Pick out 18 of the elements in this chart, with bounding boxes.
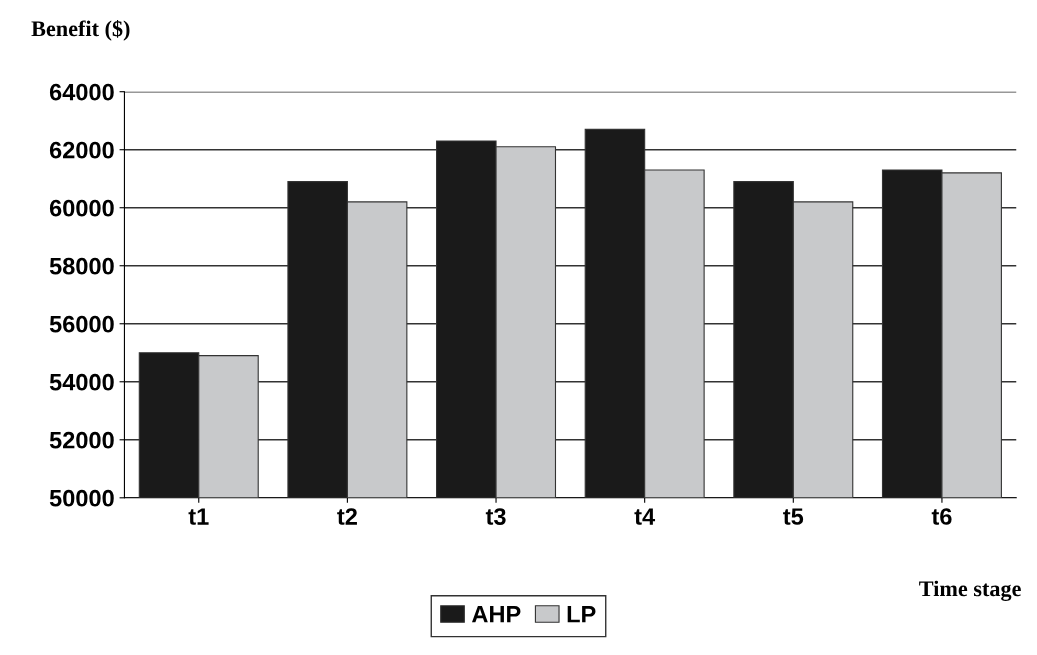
legend-label: AHP [471, 606, 521, 623]
x-axis-title: Time stage [919, 580, 1021, 601]
x-tick-label: t3 [485, 508, 506, 525]
x-tick-label: t4 [634, 508, 656, 525]
y-tick-label: 62000 [49, 141, 114, 159]
y-tick-label: 56000 [49, 315, 114, 333]
x-tick-label: t6 [931, 508, 952, 525]
x-tick-label: t2 [337, 508, 357, 525]
x-tick-label: t5 [783, 508, 804, 525]
y-tick-label: 54000 [49, 373, 114, 391]
y-tick-label: 64000 [49, 83, 114, 101]
y-axis-title: Benefit ($) [31, 19, 130, 41]
y-tick-label: 52000 [49, 431, 114, 449]
y-tick-label: 58000 [49, 257, 114, 275]
x-tick-label: t1 [188, 508, 209, 525]
y-tick-label: 50000 [49, 489, 114, 507]
legend-label: LP [567, 606, 596, 623]
y-tick-label: 60000 [49, 199, 114, 217]
